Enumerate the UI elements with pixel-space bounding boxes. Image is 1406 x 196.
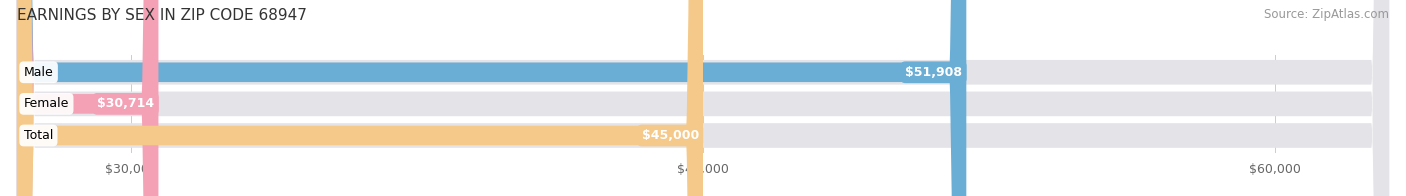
Text: $45,000: $45,000 <box>641 129 699 142</box>
Text: $30,714: $30,714 <box>97 97 155 110</box>
FancyBboxPatch shape <box>17 0 966 196</box>
Text: Source: ZipAtlas.com: Source: ZipAtlas.com <box>1264 8 1389 21</box>
Text: EARNINGS BY SEX IN ZIP CODE 68947: EARNINGS BY SEX IN ZIP CODE 68947 <box>17 8 307 23</box>
FancyBboxPatch shape <box>17 0 1389 196</box>
Text: Female: Female <box>24 97 69 110</box>
Text: $51,908: $51,908 <box>905 66 962 79</box>
FancyBboxPatch shape <box>17 0 1389 196</box>
Text: Male: Male <box>24 66 53 79</box>
FancyBboxPatch shape <box>17 0 703 196</box>
FancyBboxPatch shape <box>17 0 1389 196</box>
Text: Total: Total <box>24 129 53 142</box>
FancyBboxPatch shape <box>17 0 159 196</box>
